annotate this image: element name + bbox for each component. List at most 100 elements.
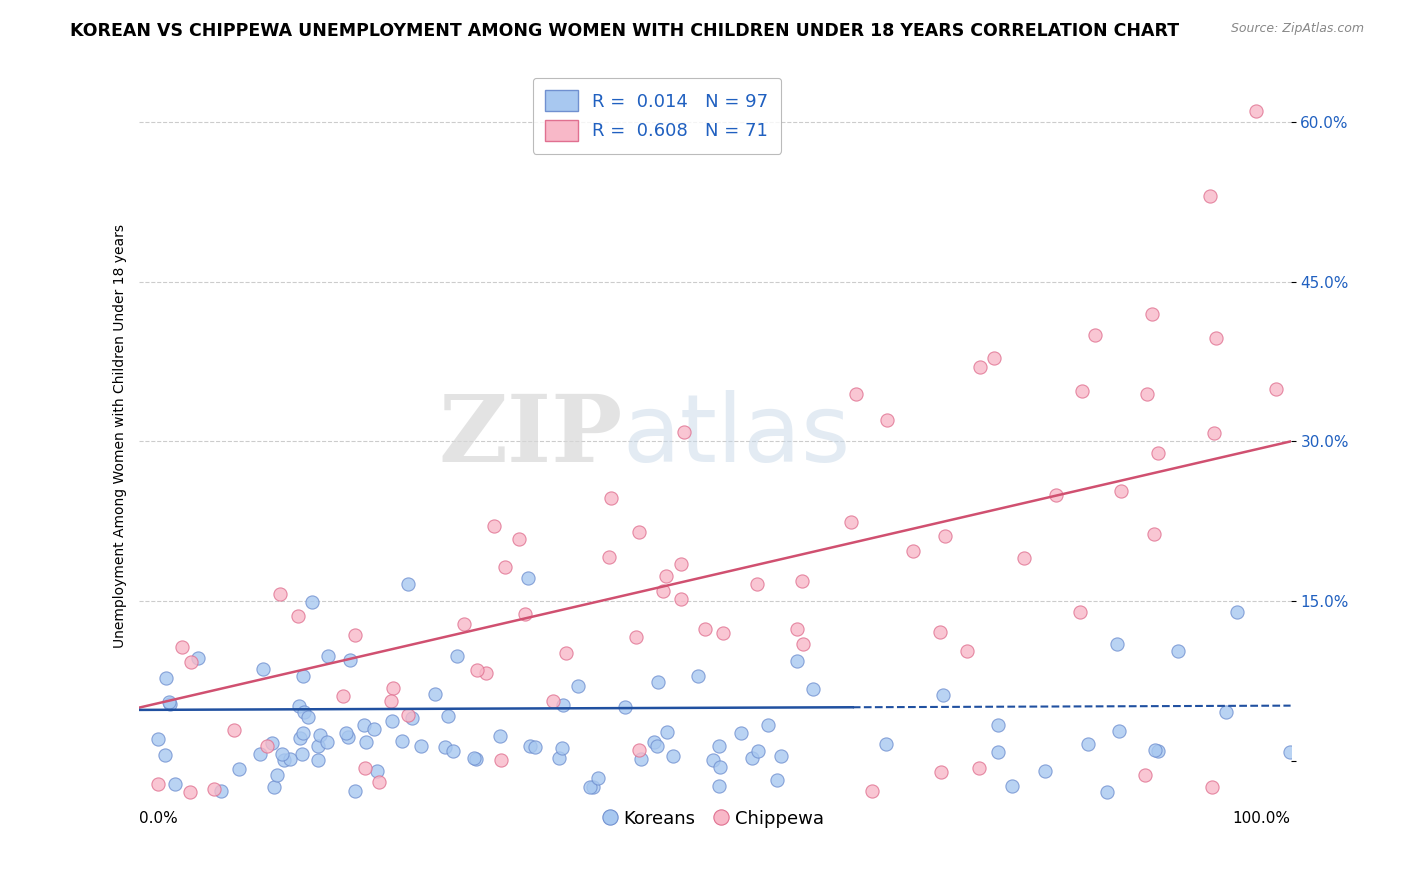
Point xyxy=(627,524,650,539)
Point xyxy=(301,595,323,609)
Point xyxy=(1142,307,1164,321)
Point xyxy=(252,663,274,677)
Point xyxy=(332,690,354,704)
Point xyxy=(582,780,605,795)
Point xyxy=(368,774,391,789)
Point xyxy=(693,622,716,636)
Point xyxy=(187,651,209,665)
Point xyxy=(931,765,953,780)
Point xyxy=(409,739,432,753)
Point xyxy=(955,644,977,658)
Point xyxy=(1215,705,1237,719)
Point xyxy=(354,735,377,749)
Point xyxy=(567,679,589,693)
Point xyxy=(845,387,868,401)
Point xyxy=(491,753,513,767)
Point xyxy=(1202,426,1225,441)
Point xyxy=(391,734,413,748)
Point xyxy=(271,747,294,762)
Point xyxy=(1001,780,1024,794)
Point xyxy=(172,640,194,654)
Point xyxy=(1077,737,1099,751)
Point xyxy=(1108,723,1130,738)
Point xyxy=(839,515,862,529)
Point xyxy=(709,759,731,773)
Point xyxy=(159,698,181,712)
Point xyxy=(288,698,311,713)
Point xyxy=(588,771,610,785)
Point xyxy=(1095,785,1118,799)
Point xyxy=(983,351,1005,365)
Point xyxy=(467,664,489,678)
Point xyxy=(541,694,564,708)
Point xyxy=(508,532,530,546)
Point xyxy=(363,722,385,736)
Point xyxy=(745,577,768,591)
Point xyxy=(260,736,283,750)
Point xyxy=(278,752,301,766)
Point xyxy=(655,725,678,739)
Point xyxy=(792,574,814,588)
Point xyxy=(1033,764,1056,778)
Point xyxy=(747,743,769,757)
Point xyxy=(155,747,177,762)
Point xyxy=(337,730,360,744)
Point xyxy=(354,761,377,775)
Point xyxy=(307,739,329,753)
Point xyxy=(179,784,201,798)
Point xyxy=(1014,551,1036,566)
Point xyxy=(645,739,668,753)
Point xyxy=(1143,527,1166,541)
Point xyxy=(523,739,546,754)
Point xyxy=(792,637,814,651)
Point xyxy=(228,763,250,777)
Point xyxy=(494,560,516,574)
Point xyxy=(380,694,402,708)
Point xyxy=(1143,743,1166,757)
Point xyxy=(441,744,464,758)
Point xyxy=(516,571,538,585)
Point xyxy=(669,591,692,606)
Point xyxy=(446,648,468,663)
Point xyxy=(554,646,576,660)
Point xyxy=(269,587,291,601)
Point xyxy=(1133,768,1156,782)
Point xyxy=(489,729,512,743)
Point xyxy=(1136,386,1159,401)
Point xyxy=(292,669,315,683)
Point xyxy=(436,709,458,723)
Point xyxy=(655,568,678,582)
Point xyxy=(730,726,752,740)
Point xyxy=(987,718,1010,732)
Point xyxy=(263,780,285,795)
Point xyxy=(292,705,315,719)
Point xyxy=(579,780,602,795)
Point xyxy=(1226,605,1249,619)
Point xyxy=(180,655,202,669)
Point xyxy=(967,760,990,774)
Text: Source: ZipAtlas.com: Source: ZipAtlas.com xyxy=(1230,22,1364,36)
Point xyxy=(671,558,693,572)
Point xyxy=(1167,644,1189,658)
Point xyxy=(287,609,309,624)
Point xyxy=(273,753,295,767)
Point xyxy=(652,584,675,599)
Point xyxy=(929,625,952,640)
Point xyxy=(551,740,574,755)
Point xyxy=(335,726,357,740)
Point xyxy=(756,718,779,732)
Point xyxy=(673,425,696,440)
Point xyxy=(1147,446,1170,460)
Point xyxy=(901,544,924,558)
Point xyxy=(766,772,789,787)
Point xyxy=(401,711,423,725)
Point xyxy=(662,749,685,764)
Text: 100.0%: 100.0% xyxy=(1233,811,1291,826)
Point xyxy=(307,753,329,767)
Point xyxy=(786,654,808,668)
Point xyxy=(163,777,186,791)
Text: atlas: atlas xyxy=(623,390,851,482)
Point xyxy=(353,718,375,732)
Point xyxy=(513,607,536,622)
Point xyxy=(453,617,475,632)
